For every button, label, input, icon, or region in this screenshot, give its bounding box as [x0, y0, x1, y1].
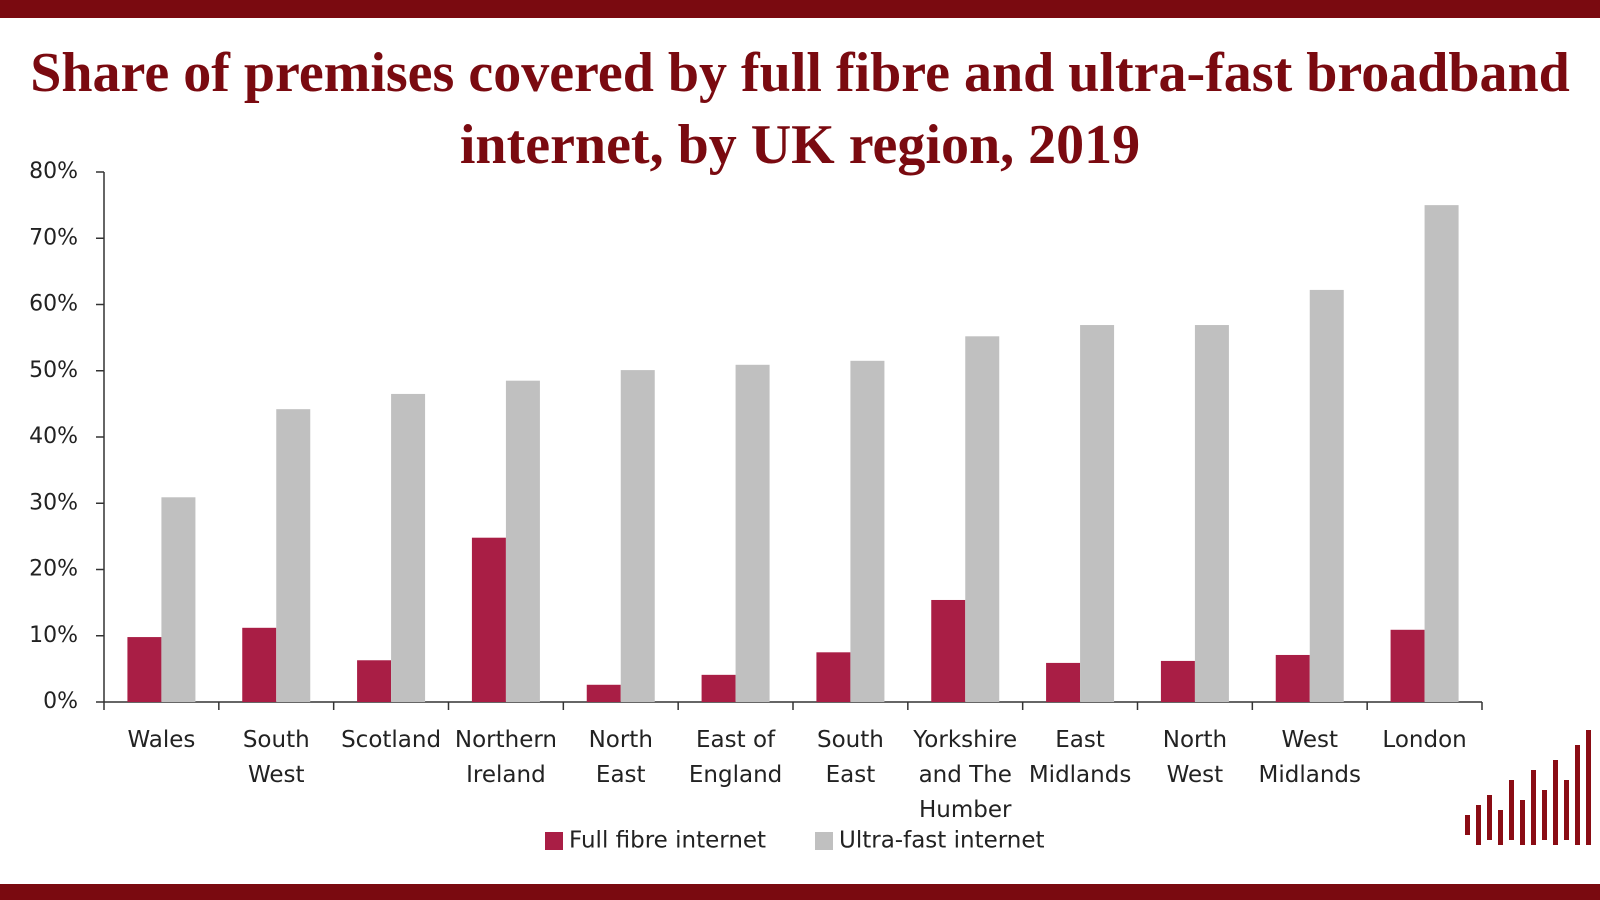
x-tick-label: London	[1382, 727, 1466, 753]
bar	[127, 637, 162, 702]
y-tick-label: 80%	[29, 159, 78, 184]
logo	[1465, 730, 1591, 845]
legend-label: Full fibre internet	[569, 828, 766, 854]
bar	[1309, 289, 1344, 702]
bar	[735, 364, 770, 702]
x-tick-label: South West	[243, 727, 310, 788]
chart-title: Share of premises covered by full fibre …	[30, 42, 1570, 176]
bar	[276, 409, 311, 702]
bar	[1080, 325, 1115, 702]
x-tick-label: Yorkshire and The Humber	[912, 727, 1017, 823]
bar	[161, 497, 196, 702]
legend-label: Ultra-fast internet	[839, 828, 1045, 854]
bar	[701, 674, 736, 702]
bar	[1424, 205, 1459, 702]
x-tick-label: South East	[817, 727, 884, 788]
bar	[1390, 629, 1425, 702]
y-tick-label: 40%	[29, 424, 78, 449]
x-tick-label: East of England	[689, 727, 782, 788]
x-tick-label: Wales	[127, 727, 195, 753]
bar	[391, 393, 426, 702]
y-tick-label: 0%	[43, 689, 78, 714]
bar	[242, 627, 277, 702]
bar	[816, 652, 851, 702]
bar	[1046, 662, 1081, 702]
bar	[586, 684, 621, 702]
y-tick-label: 50%	[29, 358, 78, 383]
bar	[505, 380, 540, 702]
bar	[931, 599, 966, 702]
y-tick-label: 20%	[29, 557, 78, 582]
bar	[357, 660, 392, 702]
bar	[620, 370, 655, 702]
y-tick-label: 10%	[29, 623, 78, 648]
bar	[850, 360, 885, 702]
legend-swatch	[815, 832, 833, 850]
bar	[1275, 654, 1310, 702]
x-tick-label: North West	[1163, 727, 1227, 788]
top-band	[0, 0, 1600, 18]
legend-swatch	[545, 832, 563, 850]
bottom-band	[0, 884, 1600, 900]
x-tick-label: Scotland	[341, 727, 441, 753]
bar	[1160, 660, 1195, 702]
bar	[965, 336, 1000, 702]
bar	[471, 537, 506, 702]
x-tick-label: North East	[589, 727, 653, 788]
x-tick-label: East Midlands	[1029, 727, 1131, 788]
x-tick-label: West Midlands	[1259, 727, 1361, 788]
bar	[1194, 325, 1229, 702]
x-tick-label: Northern Ireland	[455, 727, 557, 788]
y-tick-label: 70%	[29, 225, 78, 250]
y-tick-label: 60%	[29, 292, 78, 317]
y-tick-label: 30%	[29, 490, 78, 515]
